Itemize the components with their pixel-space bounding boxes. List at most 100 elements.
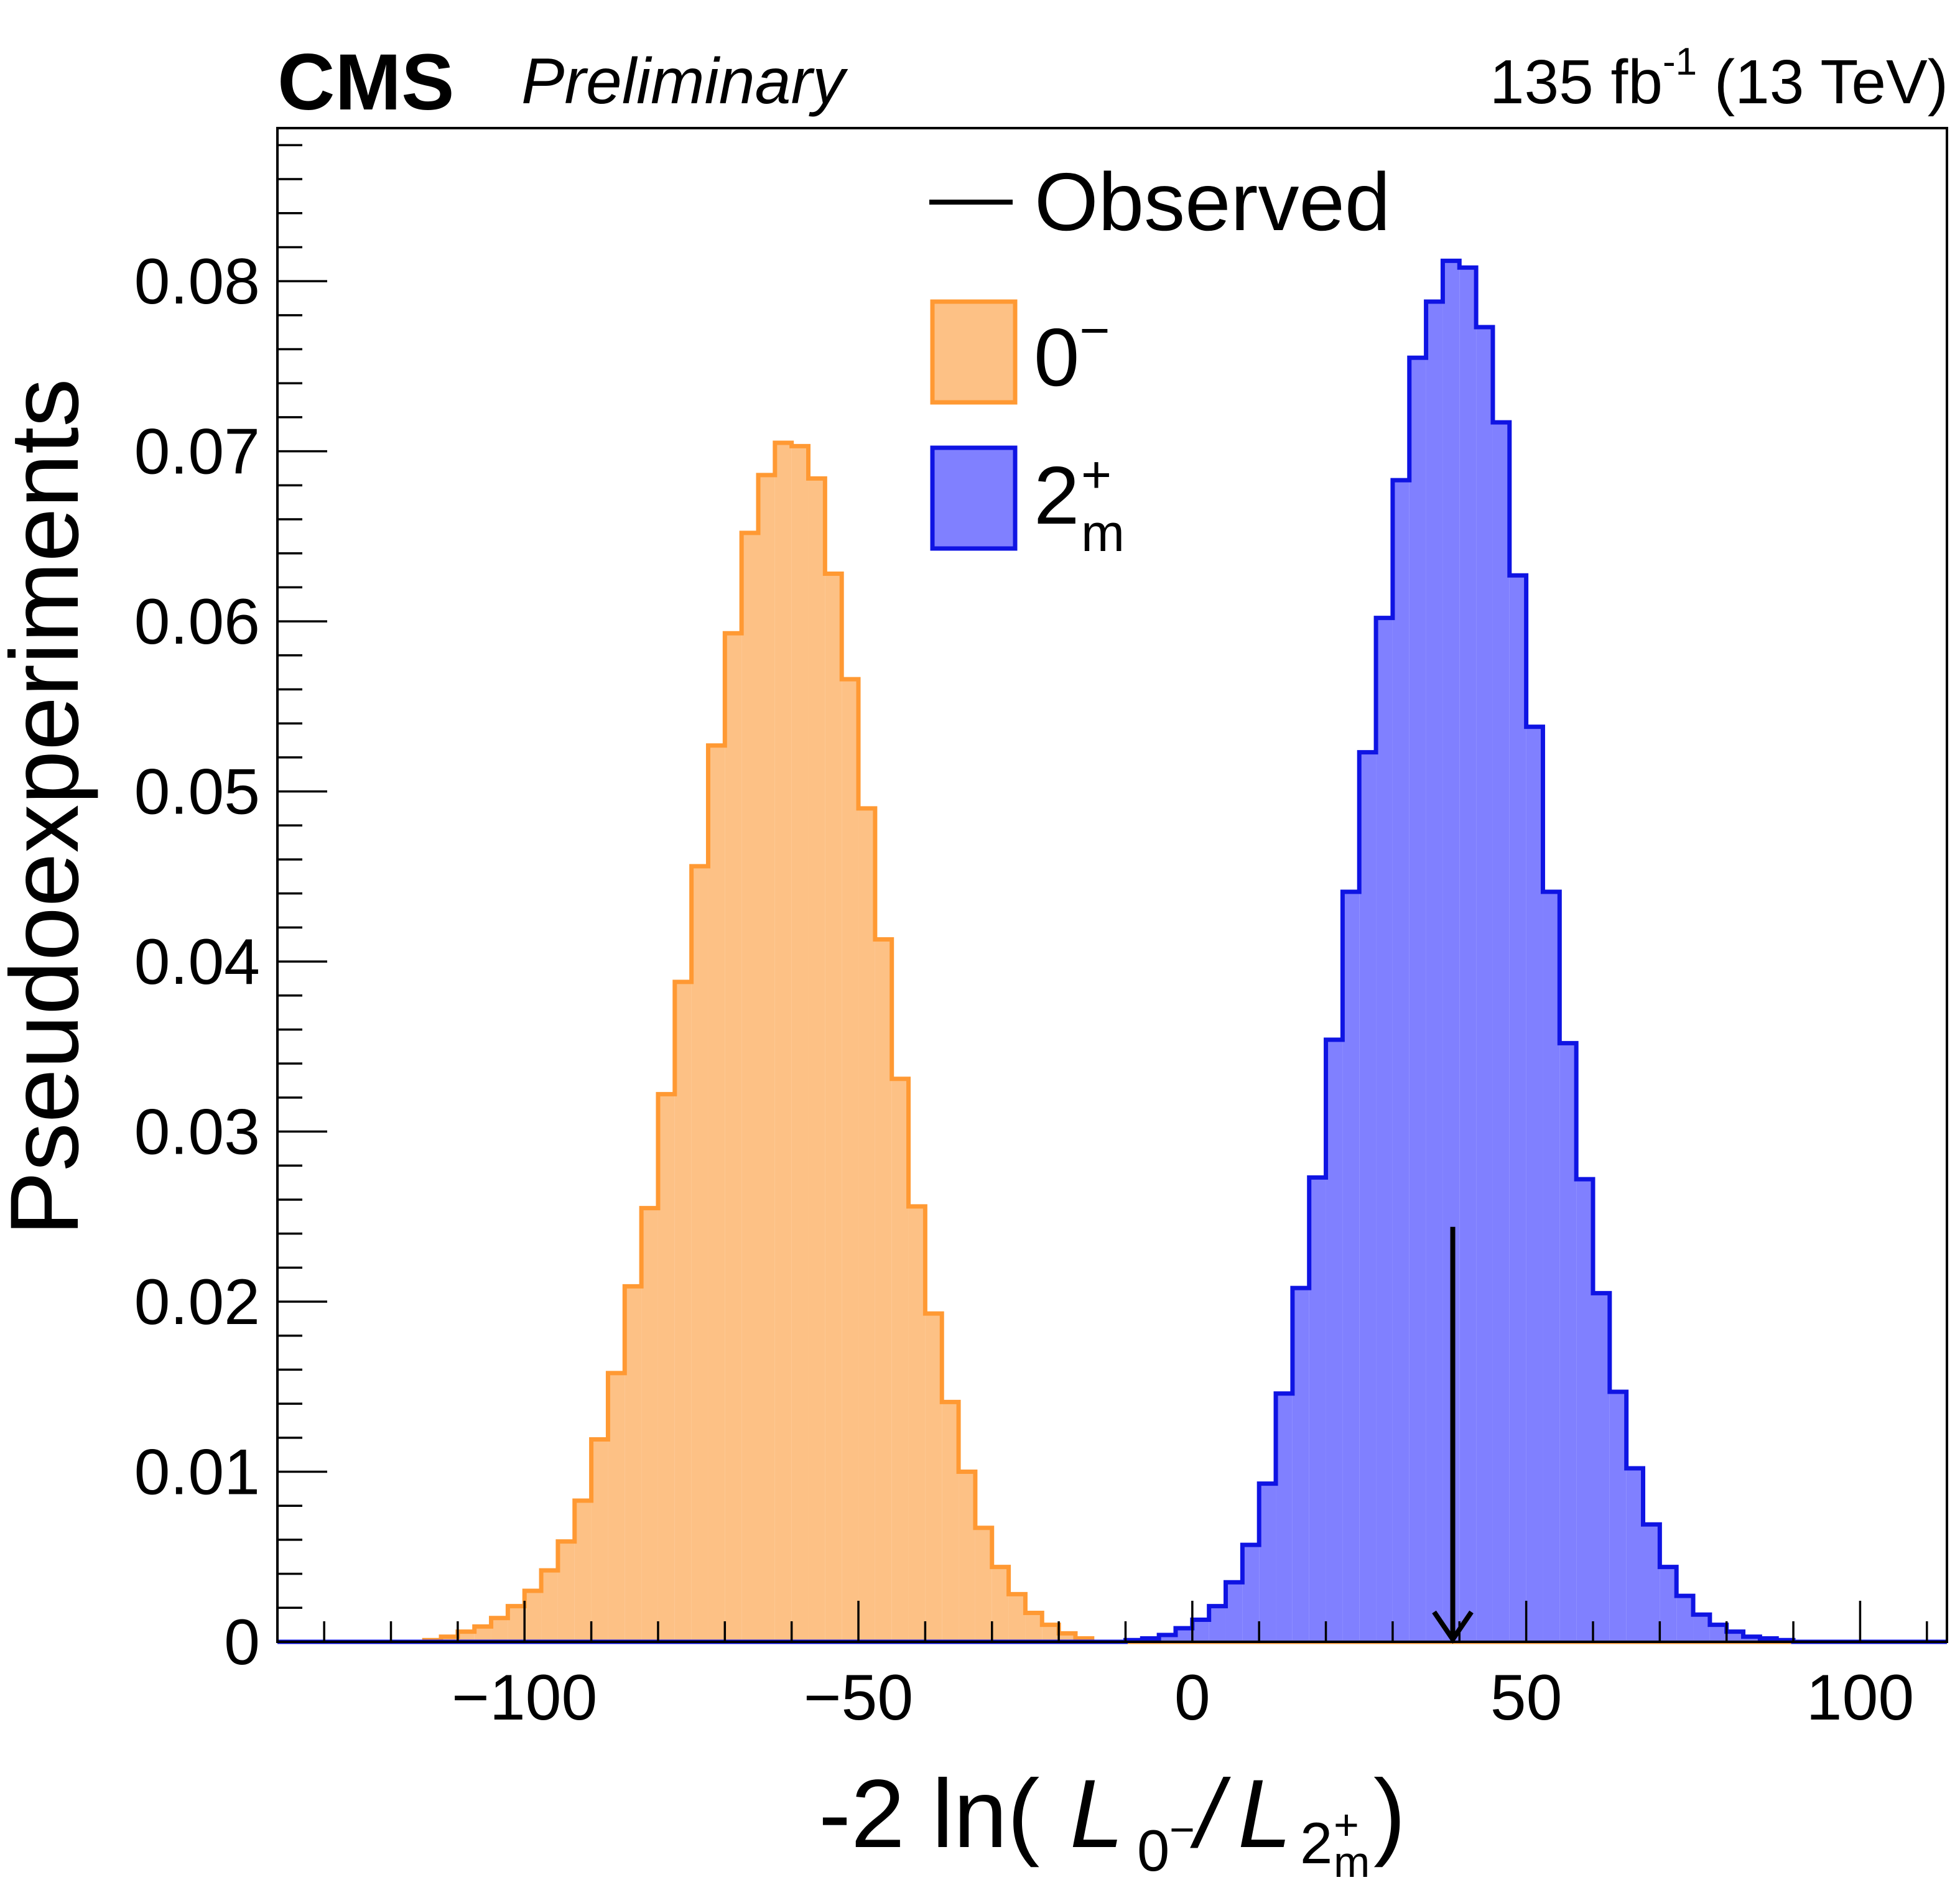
histogram-bar-pseudoscalar [842,679,859,1642]
histogram-bar-graviton [1476,326,1493,1642]
histogram-bar-graviton [1693,1614,1710,1642]
x-axis-title-L2-subsup: + [1334,1800,1359,1849]
legend-pseudoscalar-sup: − [1079,301,1110,359]
histogram-bar-graviton [1259,1483,1276,1642]
histogram-bar-pseudoscalar [1008,1594,1026,1642]
y-tick-label: 0.05 [134,756,260,828]
histogram-bar-pseudoscalar [474,1626,491,1642]
histogram-bar-graviton [1592,1293,1610,1642]
histogram-bar-pseudoscalar [591,1439,608,1642]
histogram-bar-graviton [1509,575,1526,1642]
histogram-bar-pseudoscalar [491,1618,508,1642]
histogram-bar-graviton [1676,1596,1694,1642]
y-tick-label: 0.01 [134,1437,260,1509]
y-tick-label: 0.03 [134,1096,260,1169]
histogram-bar-pseudoscalar [791,446,809,1642]
histogram-bar-graviton [1292,1288,1309,1642]
x-axis-title-L0-sub: 0 [1137,1818,1169,1880]
histogram-bar-graviton [1409,358,1426,1642]
histogram-bar-graviton [1359,752,1377,1642]
x-axis-title: -2 ln( L 0 − / L 2 + m ) [819,1760,1406,1880]
histogram-bar-pseudoscalar [725,633,742,1642]
histogram-bar-pseudoscalar [674,981,692,1642]
histogram-bar-graviton [1643,1524,1660,1642]
histogram-bar-graviton [1626,1468,1643,1642]
histogram-bar-graviton [1709,1624,1727,1642]
histogram-bar-graviton [1309,1177,1326,1642]
luminosity-label: 135 fb-1 (13 TeV) [1490,40,1948,117]
histogram-bar-pseudoscalar [541,1570,558,1642]
lumi-exponent: -1 [1663,40,1697,83]
histogram-bar-graviton [1225,1582,1243,1642]
histogram-bar-graviton [1209,1606,1226,1642]
histogram-bar-pseudoscalar [925,1313,942,1642]
y-tick-label: 0.02 [134,1266,260,1338]
histogram-bar-pseudoscalar [908,1206,926,1642]
histogram-bar-pseudoscalar [741,532,758,1642]
legend-pseudoscalar-label: 0− [1034,301,1110,403]
histogram-bar-pseudoscalar [1025,1613,1043,1642]
histogram-bar-graviton [1276,1393,1293,1642]
histogram-bar-graviton [1660,1567,1677,1642]
histogram-bar-pseudoscalar [858,808,875,1642]
histogram-bar-pseudoscalar [625,1286,642,1642]
x-axis-title-L0: L [1070,1760,1124,1868]
histogram-bar-pseudoscalar [441,1636,458,1642]
plot-area: −100 −50 0 50 100 0 0.01 0.02 0.03 0.04 0.05 0.06 0.… [134,127,1948,1734]
histogram-bar-graviton [1392,480,1410,1642]
x-axis-title-L2-sub: 2 [1300,1810,1332,1876]
histogram-bar-graviton [1543,891,1560,1642]
x-axis-title-prefix: -2 ln( [819,1760,1039,1868]
histogram-bar-pseudoscalar [691,866,708,1642]
histogram-bar-graviton [1159,1635,1176,1642]
legend-graviton-label: 2 [1034,450,1079,541]
histogram-bar-graviton [1459,267,1477,1642]
histogram-bar-pseudoscalar [875,939,892,1642]
histogram-bar-pseudoscalar [774,442,792,1642]
legend-graviton-sub: m [1081,504,1125,562]
histogram-bar-pseudoscalar [825,573,842,1642]
legend-graviton-swatch [930,445,1018,551]
legend-pseudoscalar-base: 0 [1034,312,1079,403]
x-axis-title-L2: L [1238,1760,1292,1868]
y-tick-label: 0.04 [134,926,260,998]
lumi-value: 135 fb [1490,47,1663,117]
x-axis-title-L0-subsup: − [1169,1805,1195,1854]
histogram-bar-graviton [1175,1628,1192,1642]
histogram-bar-graviton [1342,891,1360,1642]
histogram-bar-graviton [1192,1619,1209,1642]
histogram-bar-pseudoscalar [708,745,725,1642]
histogram-bar-graviton [1609,1391,1627,1642]
histogram-bar-graviton [1426,301,1443,1642]
x-axis-title-slash: / [1190,1760,1231,1868]
histogram-bar-graviton [1726,1631,1744,1642]
histogram-bar-pseudoscalar [891,1078,909,1642]
histogram-bar-graviton [1559,1043,1577,1642]
histogram-bar-pseudoscalar [992,1567,1009,1642]
y-axis: 0 0.01 0.02 0.03 0.04 0.05 0.06 0.07 0.08 [134,144,327,1679]
x-axis: −100 −50 0 50 100 [323,1601,1928,1734]
histogram-outline-pseudoscalar [277,440,1947,1644]
histogram-bar-graviton [1326,1039,1343,1642]
x-tick-label: −100 [452,1662,597,1734]
legend-observed-label: Observed [1034,156,1390,248]
histogram-bar-pseudoscalar [457,1631,475,1642]
y-tick-label: 0.07 [134,416,260,488]
histogram-bar-pseudoscalar [641,1208,658,1642]
histogram-outline-graviton [277,258,1947,1644]
histogram-bar-pseudoscalar [524,1590,542,1642]
plot-frame [276,127,1948,1643]
y-tick-label: 0.08 [134,246,260,318]
histogram-graviton [277,258,1947,1644]
x-tick-label: 100 [1806,1662,1915,1734]
histogram-bar-graviton [1576,1179,1593,1642]
histogram-bar-pseudoscalar [1042,1624,1059,1642]
x-tick-label: 0 [1174,1662,1210,1734]
x-axis-title-suffix: ) [1373,1760,1406,1868]
cms-label: CMS [277,38,454,127]
legend-pseudoscalar-swatch [930,299,1018,405]
x-tick-label: −50 [804,1662,913,1734]
legend: Observed 0− 2 + m [929,156,1390,562]
histogram-bar-pseudoscalar [758,475,775,1642]
